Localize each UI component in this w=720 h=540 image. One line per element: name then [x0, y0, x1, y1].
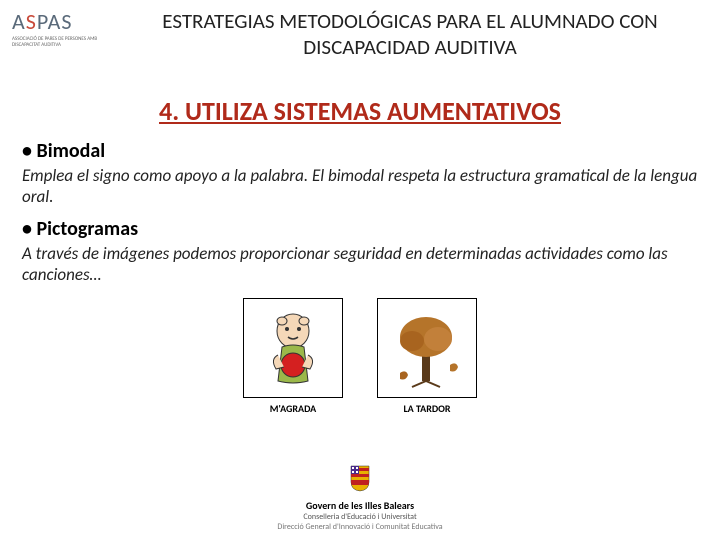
govern-shield-icon — [349, 464, 371, 492]
autumn-tree-icon — [382, 303, 472, 393]
footer-line1: Govern de les Illes Balears — [0, 499, 720, 512]
bullet-head-bimodal: Bimodal — [22, 139, 698, 163]
pictogram-tardor-image — [377, 298, 477, 398]
pictogram-tardor: LA TARDOR — [372, 298, 482, 415]
footer-line3: Direcció General d'Innovació i Comunitat… — [0, 522, 720, 532]
pictogram-tardor-label: LA TARDOR — [372, 402, 482, 415]
logo-text: ASPAS — [12, 8, 112, 35]
logo-subtitle: ASSOCIACIÓ DE PARES DE PERSONES AMB DISC… — [12, 37, 112, 48]
bullet-body-pictogramas: A través de imágenes podemos proporciona… — [22, 243, 698, 286]
logo-text-pre: A — [12, 8, 26, 35]
bullet-body-bimodal: Emplea el signo como apoyo a la palabra.… — [22, 165, 698, 208]
pictogram-row: M'AGRADA LA TARDOR — [22, 298, 698, 415]
header-title: ESTRATEGIAS METODOLÓGICAS PARA EL ALUMNA… — [112, 8, 708, 61]
logo-text-s: S — [26, 8, 37, 35]
logo: ASPAS ASSOCIACIÓ DE PARES DE PERSONES AM… — [12, 8, 112, 48]
pictogram-magrada-image — [243, 298, 343, 398]
child-ball-icon — [248, 303, 338, 393]
footer: Govern de les Illes Balears Conselleria … — [0, 464, 720, 532]
content: Bimodal Emplea el signo como apoyo a la … — [0, 139, 720, 415]
logo-text-post: PAS — [37, 8, 73, 35]
section-title: 4. UTILIZA SISTEMAS AUMENTATIVOS — [0, 95, 720, 127]
pictogram-magrada-label: M'AGRADA — [238, 402, 348, 415]
pictogram-magrada: M'AGRADA — [238, 298, 348, 415]
header: ASPAS ASSOCIACIÓ DE PARES DE PERSONES AM… — [0, 0, 720, 65]
bullet-head-pictogramas: Pictogramas — [22, 217, 698, 241]
footer-line2: Conselleria d'Educació i Universitat — [0, 512, 720, 522]
